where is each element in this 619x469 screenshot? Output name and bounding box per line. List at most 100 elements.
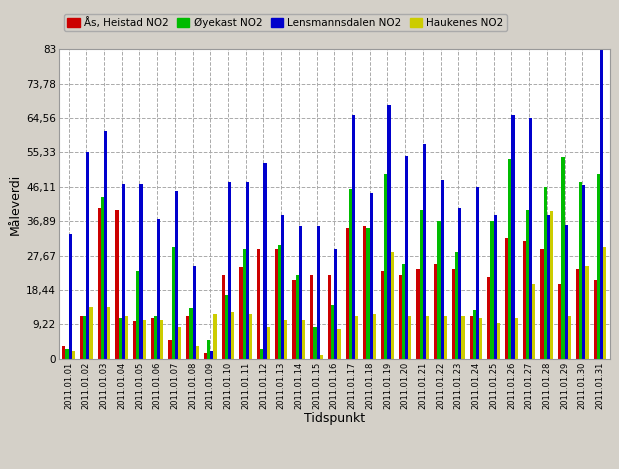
Bar: [240, 267, 243, 359]
Bar: [514, 318, 517, 359]
Bar: [399, 275, 402, 359]
Bar: [69, 234, 72, 359]
Bar: [561, 158, 565, 359]
Bar: [139, 183, 142, 359]
Bar: [381, 271, 384, 359]
Bar: [461, 316, 465, 359]
Bar: [597, 174, 600, 359]
Bar: [550, 212, 553, 359]
Bar: [529, 118, 532, 359]
Bar: [249, 314, 252, 359]
Bar: [101, 197, 104, 359]
Bar: [83, 316, 86, 359]
Legend: Ås, Heistad NO2, Øyekast NO2, Lensmannsdalen NO2, Haukenes NO2: Ås, Heistad NO2, Øyekast NO2, Lensmannsd…: [64, 14, 507, 31]
Bar: [160, 320, 163, 359]
Bar: [586, 265, 589, 359]
Bar: [526, 210, 529, 359]
Bar: [384, 174, 387, 359]
Bar: [543, 187, 547, 359]
Bar: [320, 355, 323, 359]
Bar: [178, 327, 181, 359]
Bar: [373, 314, 376, 359]
Bar: [243, 249, 246, 359]
Bar: [316, 227, 320, 359]
Bar: [505, 238, 508, 359]
Bar: [331, 305, 334, 359]
Bar: [310, 275, 313, 359]
Bar: [157, 219, 160, 359]
Bar: [154, 316, 157, 359]
Bar: [511, 114, 514, 359]
Bar: [568, 316, 571, 359]
Bar: [86, 152, 90, 359]
Bar: [98, 208, 101, 359]
Bar: [494, 215, 497, 359]
Bar: [299, 227, 302, 359]
Bar: [470, 316, 473, 359]
Bar: [434, 264, 438, 359]
Bar: [168, 340, 171, 359]
Bar: [497, 323, 500, 359]
Bar: [313, 327, 316, 359]
Bar: [225, 295, 228, 359]
Bar: [487, 277, 490, 359]
Bar: [547, 215, 550, 359]
Bar: [66, 349, 69, 359]
Bar: [186, 316, 189, 359]
X-axis label: Tidspunkt: Tidspunkt: [304, 412, 365, 425]
Bar: [426, 316, 429, 359]
Bar: [370, 193, 373, 359]
Bar: [455, 252, 458, 359]
Bar: [391, 252, 394, 359]
Bar: [122, 183, 125, 359]
Bar: [189, 309, 193, 359]
Bar: [204, 353, 207, 359]
Bar: [267, 327, 270, 359]
Bar: [193, 265, 196, 359]
Bar: [458, 208, 461, 359]
Bar: [136, 271, 139, 359]
Bar: [207, 340, 210, 359]
Bar: [490, 221, 494, 359]
Bar: [334, 249, 337, 359]
Bar: [292, 280, 296, 359]
Bar: [62, 346, 66, 359]
Bar: [90, 307, 93, 359]
Bar: [264, 163, 267, 359]
Bar: [125, 316, 128, 359]
Bar: [532, 284, 535, 359]
Bar: [214, 314, 217, 359]
Bar: [246, 182, 249, 359]
Bar: [222, 275, 225, 359]
Bar: [558, 284, 561, 359]
Bar: [473, 310, 476, 359]
Bar: [257, 249, 260, 359]
Bar: [366, 228, 370, 359]
Bar: [582, 185, 586, 359]
Bar: [284, 320, 287, 359]
Bar: [355, 316, 358, 359]
Bar: [107, 307, 110, 359]
Bar: [540, 249, 543, 359]
Bar: [452, 269, 455, 359]
Bar: [275, 249, 278, 359]
Bar: [80, 316, 83, 359]
Bar: [565, 225, 568, 359]
Bar: [387, 105, 391, 359]
Bar: [438, 221, 441, 359]
Bar: [600, 49, 603, 359]
Bar: [479, 318, 482, 359]
Bar: [345, 228, 348, 359]
Bar: [337, 329, 340, 359]
Bar: [348, 189, 352, 359]
Bar: [302, 320, 305, 359]
Bar: [420, 210, 423, 359]
Bar: [409, 316, 412, 359]
Bar: [296, 275, 299, 359]
Bar: [352, 114, 355, 359]
Bar: [133, 321, 136, 359]
Bar: [363, 227, 366, 359]
Bar: [260, 349, 264, 359]
Bar: [115, 210, 118, 359]
Bar: [231, 312, 235, 359]
